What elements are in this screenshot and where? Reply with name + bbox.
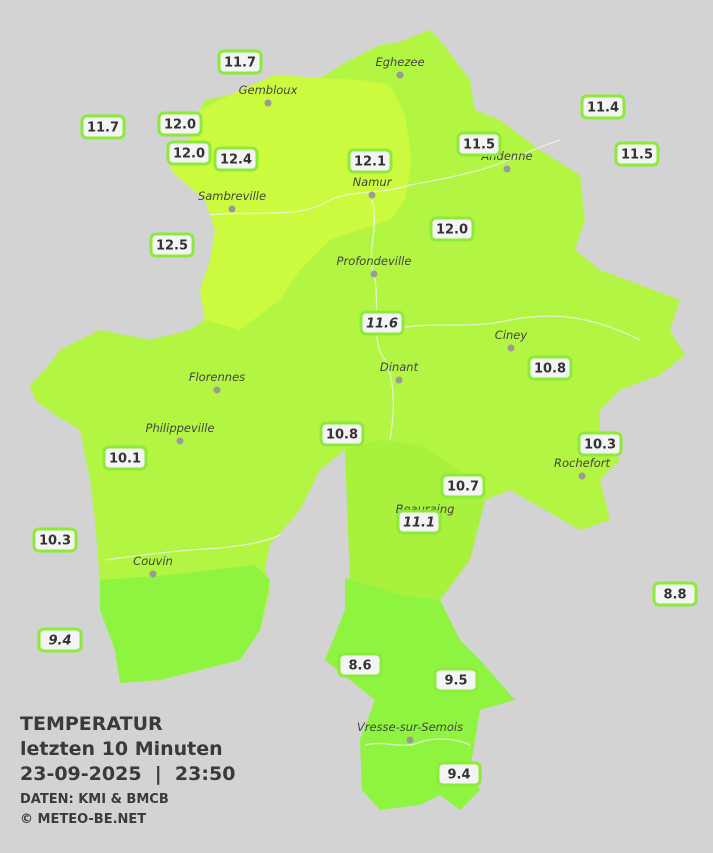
station-box xyxy=(149,232,195,258)
station-value: 11.5 xyxy=(463,138,495,153)
place-label: Philippeville xyxy=(146,421,215,435)
region-cool-west xyxy=(100,565,270,683)
place-dot xyxy=(370,270,378,278)
place-label: Dinant xyxy=(380,360,419,374)
rivers xyxy=(104,139,641,746)
place-dot xyxy=(264,99,272,107)
station-value: 9.5 xyxy=(444,674,467,689)
station-value: 10.1 xyxy=(109,452,141,467)
station-box xyxy=(614,141,660,167)
station-box xyxy=(217,49,263,75)
station-box xyxy=(580,94,626,120)
place-dot xyxy=(176,437,184,445)
station-value: 10.8 xyxy=(326,428,358,443)
caption-source: DATEN: KMI & BMCB xyxy=(20,792,169,807)
region-warm xyxy=(170,75,412,330)
stations: 11.7 11.7 12.0 12.0 12.4 12.1 11.5 11.4 11.5 12.5… xyxy=(32,49,698,787)
station-value: 11.1 xyxy=(403,516,435,531)
place-dot xyxy=(507,344,515,352)
river xyxy=(104,534,281,561)
place-label: Florennes xyxy=(189,370,245,384)
station-value: 12.0 xyxy=(173,147,205,162)
place-dot xyxy=(149,570,157,578)
station-value: 10.8 xyxy=(534,362,566,377)
station-box xyxy=(436,761,482,787)
place-label: Eghezee xyxy=(375,55,424,69)
river xyxy=(364,738,471,746)
caption-title: TEMPERATUR xyxy=(20,713,163,735)
station-box xyxy=(456,131,502,157)
station-value: 8.6 xyxy=(348,659,371,674)
station-box xyxy=(80,114,126,140)
place-label: Gembloux xyxy=(239,83,298,97)
station-box xyxy=(440,473,486,499)
place-dot xyxy=(503,165,511,173)
place-dot xyxy=(213,386,221,394)
station-value: 10.3 xyxy=(39,534,71,549)
river xyxy=(389,315,641,341)
caption-subtitle: letzten 10 Minuten xyxy=(20,738,223,760)
river xyxy=(209,139,561,216)
place-label: Namur xyxy=(353,175,393,189)
station-box xyxy=(527,355,573,381)
station-value: 12.0 xyxy=(436,223,468,238)
station-box xyxy=(577,431,623,457)
place-dot xyxy=(396,71,404,79)
station-value: 12.1 xyxy=(354,155,386,170)
place-label: Vresse-sur-Semois xyxy=(357,720,463,734)
station-box xyxy=(37,627,83,653)
station-box xyxy=(429,216,475,242)
caption-datetime: 23-09-2025 | 23:50 xyxy=(20,763,235,785)
place-dot xyxy=(395,376,403,384)
station-box xyxy=(319,421,365,447)
place-label: Profondeville xyxy=(337,254,412,268)
place-dot xyxy=(228,205,236,213)
station-value: 11.4 xyxy=(587,101,619,116)
region-main xyxy=(30,30,685,683)
station-value: 8.8 xyxy=(663,588,686,603)
station-value: 11.6 xyxy=(366,317,398,332)
station-box xyxy=(433,667,479,693)
station-value: 9.4 xyxy=(48,634,71,649)
station-box xyxy=(32,527,78,553)
station-value: 12.0 xyxy=(164,118,196,133)
place-label: Ciney xyxy=(495,328,528,342)
station-box xyxy=(396,509,442,535)
station-box xyxy=(337,652,383,678)
station-box xyxy=(213,146,259,172)
region-cool-south xyxy=(325,578,515,810)
place-label: Rochefort xyxy=(554,456,611,470)
station-value: 12.5 xyxy=(156,239,188,254)
station-value: 12.4 xyxy=(220,153,252,168)
place-dot xyxy=(368,191,376,199)
station-value: 11.7 xyxy=(87,121,119,136)
station-value: 9.4 xyxy=(447,768,470,783)
station-value: 10.3 xyxy=(584,438,616,453)
station-value: 10.7 xyxy=(447,480,479,495)
station-box xyxy=(359,310,405,336)
station-box xyxy=(157,111,203,137)
place-dot xyxy=(578,472,586,480)
caption-copyright: © METEO-BE.NET xyxy=(20,812,146,827)
station-value: 11.7 xyxy=(224,56,256,71)
station-box xyxy=(347,148,393,174)
station-value: 11.5 xyxy=(621,148,653,163)
place-label: Couvin xyxy=(133,554,173,568)
place-label: Sambreville xyxy=(198,189,266,203)
station-box xyxy=(102,445,148,471)
place-dot xyxy=(406,736,414,744)
station-box xyxy=(652,581,698,607)
station-box xyxy=(166,140,212,166)
places: EghezeeGemblouxAndenneNamurSambrevillePr… xyxy=(133,55,611,744)
